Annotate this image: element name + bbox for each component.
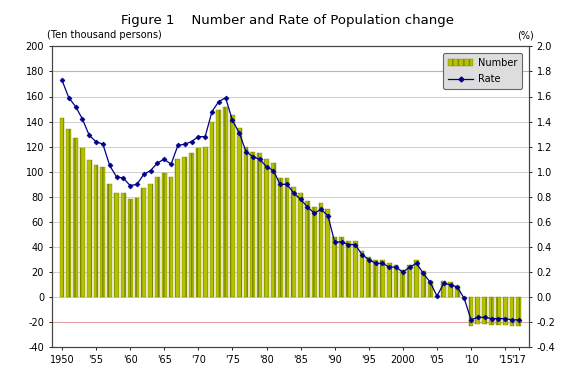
Bar bbox=[155, 177, 160, 297]
Bar bbox=[168, 177, 174, 297]
Bar bbox=[462, 297, 467, 298]
Bar bbox=[516, 297, 521, 326]
Bar bbox=[482, 297, 487, 323]
Bar bbox=[325, 209, 330, 297]
Bar bbox=[223, 107, 228, 297]
Bar bbox=[141, 188, 146, 297]
Bar bbox=[292, 187, 296, 297]
Bar bbox=[203, 147, 208, 297]
Bar bbox=[257, 153, 262, 297]
Text: Figure 1    Number and Rate of Population change: Figure 1 Number and Rate of Population c… bbox=[121, 14, 454, 27]
Bar bbox=[496, 297, 501, 325]
Bar bbox=[264, 159, 269, 297]
Bar bbox=[455, 286, 460, 297]
Bar bbox=[148, 184, 153, 297]
Bar bbox=[339, 237, 344, 297]
Bar bbox=[428, 281, 432, 297]
Bar bbox=[509, 297, 515, 326]
Bar bbox=[352, 241, 358, 297]
Bar bbox=[80, 148, 85, 297]
Bar bbox=[175, 159, 181, 297]
Bar bbox=[189, 153, 194, 297]
Bar bbox=[469, 297, 473, 326]
Bar bbox=[366, 257, 371, 297]
Bar bbox=[298, 193, 303, 297]
Bar bbox=[251, 152, 255, 297]
Bar bbox=[230, 115, 235, 297]
Bar bbox=[435, 296, 439, 297]
Bar bbox=[421, 271, 426, 297]
Bar bbox=[400, 269, 405, 297]
Bar bbox=[442, 281, 446, 297]
Bar bbox=[489, 297, 494, 325]
Bar bbox=[114, 193, 119, 297]
Bar bbox=[196, 148, 201, 297]
Bar bbox=[108, 184, 112, 297]
Bar bbox=[66, 129, 71, 297]
Bar bbox=[87, 161, 91, 297]
Bar bbox=[285, 178, 289, 297]
Bar bbox=[162, 173, 167, 297]
Bar bbox=[209, 122, 214, 297]
Text: (%): (%) bbox=[517, 30, 534, 40]
Bar bbox=[121, 193, 126, 297]
Bar bbox=[407, 265, 412, 297]
Bar bbox=[305, 201, 310, 297]
Bar bbox=[503, 297, 508, 325]
Bar bbox=[244, 147, 248, 297]
Bar bbox=[128, 199, 133, 297]
Text: (Ten thousand persons): (Ten thousand persons) bbox=[47, 30, 162, 40]
Bar bbox=[387, 263, 392, 297]
Bar bbox=[278, 178, 282, 297]
Bar bbox=[448, 282, 453, 297]
Bar bbox=[319, 203, 324, 297]
Bar bbox=[476, 297, 480, 323]
Bar bbox=[73, 138, 78, 297]
Bar bbox=[373, 259, 378, 297]
Bar bbox=[101, 167, 105, 297]
Bar bbox=[394, 265, 398, 297]
Legend: Number, Rate: Number, Rate bbox=[443, 52, 522, 89]
Bar bbox=[359, 251, 365, 297]
Bar bbox=[182, 157, 187, 297]
Bar bbox=[271, 163, 276, 297]
Bar bbox=[94, 166, 98, 297]
Bar bbox=[60, 118, 64, 297]
Bar bbox=[237, 128, 241, 297]
Bar bbox=[380, 259, 385, 297]
Bar bbox=[216, 110, 221, 297]
Bar bbox=[346, 241, 351, 297]
Bar bbox=[414, 259, 419, 297]
Bar bbox=[135, 198, 139, 297]
Bar bbox=[312, 207, 317, 297]
Bar bbox=[332, 237, 337, 297]
